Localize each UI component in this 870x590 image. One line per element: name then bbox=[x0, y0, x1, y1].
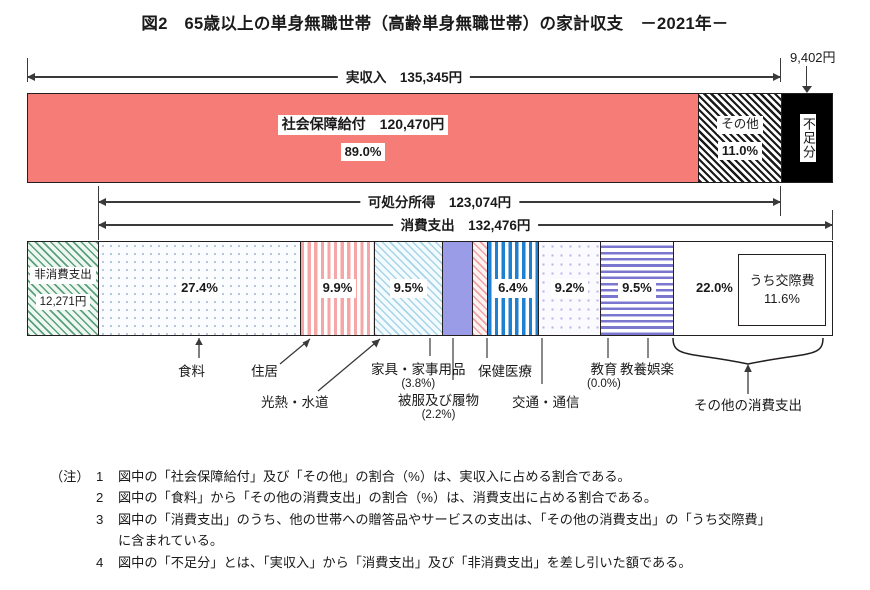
segment-shortfall: 不足分 bbox=[782, 94, 832, 182]
footnote-row-3: 3 図中の「消費支出」のうち、他の世帯への贈答品やサービスの支出は、「その他の消… bbox=[50, 509, 850, 530]
disposable-income-label: 可処分所得 123,074円 bbox=[359, 191, 520, 211]
disposable-income-bracket: 可処分所得 123,074円 bbox=[98, 191, 781, 211]
expense-bar: 非消費支出 12,271円 27.4% 9.9% 9.5% 6.4% 9.2% … bbox=[27, 241, 833, 336]
medical-percent: 6.4% bbox=[494, 279, 532, 298]
footnote-number-4: 4 bbox=[96, 554, 104, 570]
non-consumption-label: 非消費支出 bbox=[30, 267, 96, 284]
shortfall-callout-arrowhead bbox=[801, 86, 812, 93]
footnote-text-3: 図中の「消費支出」のうち、他の世帯への贈答品やサービスの支出は、「その他の消費支… bbox=[118, 511, 771, 527]
leader-label-furniture-sub: (3.8%) bbox=[401, 378, 436, 390]
non-consumption-value: 12,271円 bbox=[35, 293, 91, 310]
segment-furniture bbox=[443, 242, 473, 335]
consumption-bracket: 消費支出 132,476円 bbox=[98, 214, 833, 234]
utilities-percent: 9.5% bbox=[389, 279, 428, 298]
footnote-row-2: 2 図中の「食料」から「その他の消費支出」の割合（%）は、消費支出に占める割合で… bbox=[50, 487, 850, 508]
footnote-marker-spacer-4 bbox=[50, 552, 96, 573]
leader-label-education-sub: (0.0%) bbox=[587, 378, 621, 390]
leader-label-food: 食料 bbox=[178, 360, 205, 380]
leader-label-housing-text: 住居 bbox=[251, 364, 278, 379]
footnote-marker-spacer-2 bbox=[50, 487, 96, 508]
footnote-text-2: 図中の「食料」から「その他の消費支出」の割合（%）は、消費支出に占める割合である… bbox=[118, 490, 658, 506]
segment-non-consumption: 非消費支出 12,271円 bbox=[28, 242, 99, 335]
income-bracket-tick-right bbox=[780, 58, 782, 82]
inner-box-social-expense: うち交際費 11.6% bbox=[738, 254, 826, 326]
leader-label-furniture: 家具・家事用品 (3.8%) bbox=[371, 358, 466, 390]
leader-label-clothing-sub: (2.2%) bbox=[421, 409, 456, 421]
income-bar: 社会保障給付 120,470円 89.0% その他 11.0% 不足分 bbox=[27, 93, 833, 183]
leader-label-utilities-text: 光熱・水道 bbox=[261, 395, 329, 410]
inner-box-percent: 11.6% bbox=[760, 290, 804, 309]
segment-culture: 9.5% bbox=[601, 242, 674, 335]
leader-label-transport-text: 交通・通信 bbox=[512, 395, 580, 410]
segment-utilities: 9.5% bbox=[375, 242, 443, 335]
leader-label-education-text: 教育 bbox=[590, 362, 618, 377]
leader-label-furniture-text: 家具・家事用品 bbox=[371, 362, 466, 377]
consumption-arrow-right bbox=[825, 220, 833, 229]
segment-other-income: その他 11.0% bbox=[699, 94, 782, 182]
footnote-text-4: 図中の「不足分」とは、「実収入」から「消費支出」及び「非消費支出」を差し引いた額… bbox=[118, 554, 692, 570]
consumption-label: 消費支出 132,476円 bbox=[392, 214, 539, 234]
footnote-row-1: （注） 1 図中の「社会保障給付」及び「その他」の割合（%）は、実収入に占める割… bbox=[50, 466, 850, 487]
shortfall-callout-leader bbox=[806, 66, 808, 88]
social-security-percent: 89.0% bbox=[340, 142, 386, 161]
segment-clothing bbox=[473, 242, 488, 335]
shortfall-label: 不足分 bbox=[800, 114, 816, 162]
segment-medical: 6.4% bbox=[488, 242, 539, 335]
shortfall-callout-label: 9,402円 bbox=[790, 50, 836, 65]
footnote-text-1: 図中の「社会保障給付」及び「その他」の割合（%）は、実収入に占める割合である。 bbox=[118, 469, 631, 484]
income-bracket: 実収入 135,345円 bbox=[27, 66, 781, 86]
leader-label-housing: 住居 bbox=[251, 360, 278, 380]
income-bracket-arrow-left bbox=[27, 72, 35, 81]
footnote-number-3: 3 bbox=[96, 511, 104, 527]
leader-label-utilities: 光熱・水道 bbox=[261, 391, 329, 411]
disposable-arrow-right bbox=[773, 197, 781, 206]
income-bracket-tick-left bbox=[27, 58, 29, 82]
income-bracket-label: 実収入 135,345円 bbox=[337, 66, 471, 86]
food-percent: 27.4% bbox=[177, 279, 222, 298]
consumption-arrow-left bbox=[98, 220, 106, 229]
leader-label-other-expense-text: その他の消費支出 bbox=[694, 398, 802, 413]
leader-label-transport: 交通・通信 bbox=[512, 391, 580, 411]
leader-label-medical: 保健医療 bbox=[478, 360, 532, 380]
footnote-marker-spacer-3 bbox=[50, 509, 96, 530]
leader-label-culture: 教養娯楽 bbox=[620, 358, 674, 378]
other-income-percent: 11.0% bbox=[717, 141, 763, 160]
housing-percent: 9.9% bbox=[318, 279, 357, 298]
segment-transport: 9.2% bbox=[539, 242, 601, 335]
footnote-number-1: 1 bbox=[96, 469, 104, 484]
segment-social-security: 社会保障給付 120,470円 89.0% bbox=[28, 94, 699, 182]
leader-lines bbox=[195, 337, 824, 394]
segment-housing: 9.9% bbox=[301, 242, 375, 335]
disposable-arrow-left bbox=[98, 197, 106, 206]
leader-label-clothing-text: 被服及び履物 bbox=[398, 393, 479, 408]
leader-label-other-expense: その他の消費支出 bbox=[694, 394, 802, 414]
other-expense-percent: 22.0% bbox=[692, 279, 737, 298]
footnote-number-2: 2 bbox=[96, 490, 104, 506]
leader-label-culture-text: 教養娯楽 bbox=[620, 362, 674, 377]
page-title: 図2 65歳以上の単身無職世帯（高齢単身無職世帯）の家計収支 －2021年－ bbox=[141, 15, 729, 33]
transport-percent: 9.2% bbox=[550, 279, 589, 298]
other-income-label: その他 bbox=[717, 116, 763, 134]
footnotes: （注） 1 図中の「社会保障給付」及び「その他」の割合（%）は、実収入に占める割… bbox=[50, 466, 850, 573]
leader-label-medical-text: 保健医療 bbox=[478, 364, 532, 379]
culture-percent: 9.5% bbox=[618, 279, 656, 298]
footnote-text-3-continued: に含まれている。 bbox=[118, 533, 224, 549]
social-security-label: 社会保障給付 120,470円 bbox=[277, 115, 449, 135]
leader-label-education: 教育 (0.0%) bbox=[587, 358, 621, 390]
leader-label-food-text: 食料 bbox=[178, 364, 205, 379]
inner-box-label: うち交際費 bbox=[745, 271, 819, 290]
footnote-row-4: 4 図中の「不足分」とは、「実収入」から「消費支出」及び「非消費支出」を差し引い… bbox=[50, 552, 850, 573]
footnote-marker: （注） bbox=[50, 469, 90, 484]
segment-food: 27.4% bbox=[99, 242, 301, 335]
leader-label-clothing: 被服及び履物 (2.2%) bbox=[398, 389, 479, 421]
income-bracket-arrow-right bbox=[773, 72, 781, 81]
